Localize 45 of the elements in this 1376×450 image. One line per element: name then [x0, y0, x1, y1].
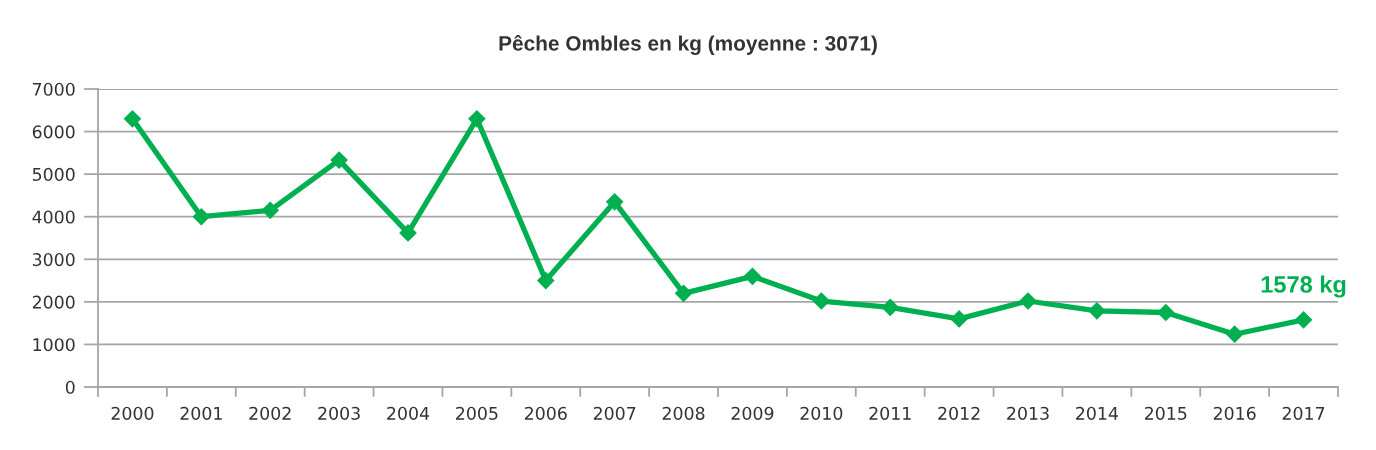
- point: [950, 310, 968, 328]
- point: [399, 224, 417, 242]
- x-tick-label: 2005: [456, 406, 498, 420]
- point: [123, 109, 142, 128]
- y-tick-label: 1000: [33, 338, 75, 352]
- y-tick-label: 4000: [32, 210, 75, 224]
- point: [192, 207, 211, 226]
- x-tick-label: 2002: [249, 406, 291, 420]
- point: [1225, 325, 1244, 344]
- x-tick-label: 2011: [869, 406, 911, 420]
- point: [536, 271, 555, 290]
- x-tick-label: 2003: [318, 406, 360, 420]
- point: [1088, 301, 1106, 320]
- annotation: 1578 kg: [1261, 275, 1346, 298]
- y-tick-label: 2000: [32, 295, 75, 309]
- y-tick-label: 5000: [32, 167, 75, 181]
- x-tick-label: 2001: [180, 406, 222, 420]
- y-tick-label: 6000: [32, 125, 75, 139]
- point: [812, 292, 831, 310]
- point: [330, 151, 348, 169]
- x-tick-label: 2006: [524, 406, 567, 420]
- point: [605, 192, 624, 211]
- x-tick-label: 2009: [731, 406, 774, 420]
- x-tick-label: 2008: [662, 406, 705, 420]
- x-tick-label: 2013: [1007, 406, 1049, 420]
- x-tick-label: 2015: [1144, 406, 1187, 420]
- x-tick-label: 2017: [1282, 406, 1325, 420]
- x-tick-label: 2012: [938, 406, 980, 420]
- point: [1294, 310, 1313, 329]
- x-tick-label: 2000: [111, 406, 154, 420]
- x-tick-label: 2007: [593, 406, 636, 420]
- y-tick-label: 7000: [33, 82, 75, 96]
- y-tick-label: 0: [65, 380, 75, 394]
- point: [468, 109, 486, 128]
- point: [1019, 292, 1037, 310]
- point: [743, 267, 762, 286]
- x-tick-label: 2010: [800, 406, 843, 420]
- x-tick-label: 2014: [1076, 406, 1119, 420]
- y-tick-label: 3000: [32, 253, 75, 267]
- point: [261, 201, 280, 220]
- x-tick-label: 2016: [1213, 406, 1256, 420]
- x-tick-label: 2004: [387, 406, 430, 420]
- point: [881, 298, 900, 317]
- chart-title: Pêche Ombles en kg (moyenne : 3071): [499, 35, 877, 55]
- point: [674, 284, 693, 303]
